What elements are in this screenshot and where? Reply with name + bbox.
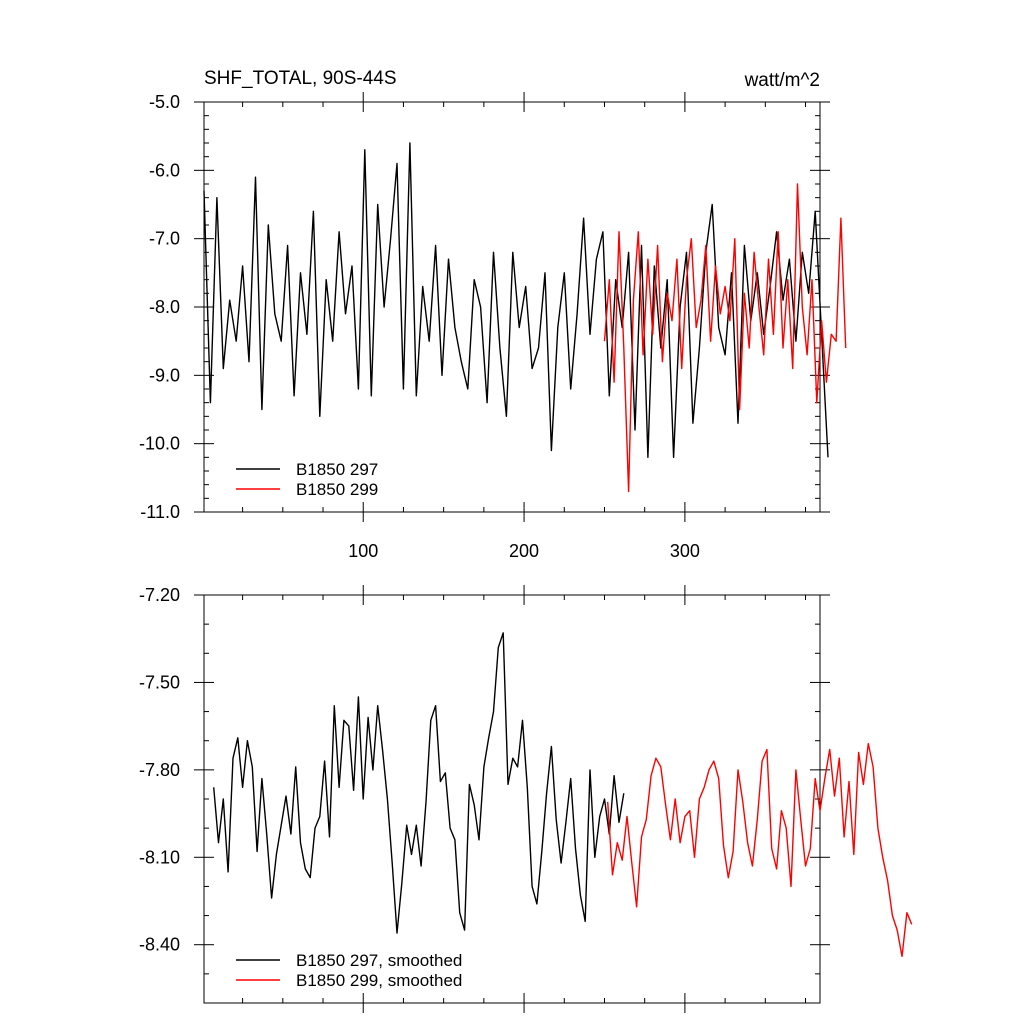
y-tick-label: -9.0 [149, 365, 180, 385]
series-line-2 [603, 183, 847, 493]
legend-label: B1850 299, smoothed [296, 971, 462, 990]
series-line-1 [213, 632, 625, 934]
y-tick-label: -7.80 [139, 760, 180, 780]
y-tick-label: -11.0 [140, 502, 180, 522]
legend-label: B1850 297 [296, 460, 378, 479]
y-tick-label: -10.0 [139, 434, 180, 454]
series-line-2 [607, 742, 913, 958]
y-tick-label: -5.0 [149, 92, 180, 112]
series-line-1 [203, 142, 829, 458]
y-tick-label: -6.0 [149, 160, 180, 180]
units-label: watt/m^2 [744, 70, 820, 91]
y-tick-label: -8.0 [149, 297, 180, 317]
y-tick-label: -8.10 [139, 847, 180, 867]
x-tick-label: 300 [670, 541, 700, 561]
x-tick-label: 100 [348, 541, 378, 561]
legend-label: B1850 299 [296, 480, 378, 499]
y-tick-label: -7.0 [149, 229, 180, 249]
bottom-panel: -7.20 -7.50 -7.80 -8.10 -8.40 B1850 297, smoo… [139, 585, 913, 1013]
y-tick-label: -7.20 [139, 585, 180, 605]
x-tick-label: 200 [509, 541, 539, 561]
y-tick-label: -8.40 [139, 935, 180, 955]
plot-frame [203, 594, 821, 1004]
y-tick-label: -7.50 [139, 672, 180, 692]
top-panel: 100 200 300 -5.0 -6.0 -7.0 -8.0 -9.0 -10.0 -11.0 B… [139, 92, 847, 561]
chart-title: SHF_TOTAL, 90S-44S [204, 68, 397, 89]
legend-label: B1850 297, smoothed [296, 951, 462, 970]
